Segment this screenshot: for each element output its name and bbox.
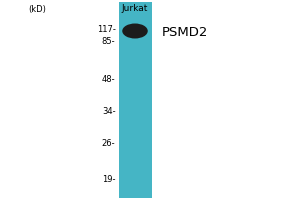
Text: PSMD2: PSMD2 xyxy=(162,26,208,40)
Text: 85-: 85- xyxy=(102,38,116,46)
Text: (kD): (kD) xyxy=(28,5,46,14)
Ellipse shape xyxy=(122,23,148,38)
Text: 117-: 117- xyxy=(97,24,116,33)
Text: 48-: 48- xyxy=(102,75,116,84)
Text: 19-: 19- xyxy=(102,176,116,184)
Text: 34-: 34- xyxy=(102,108,116,116)
Text: 26-: 26- xyxy=(102,138,116,148)
Bar xyxy=(118,2,152,198)
Text: Jurkat: Jurkat xyxy=(122,4,148,13)
